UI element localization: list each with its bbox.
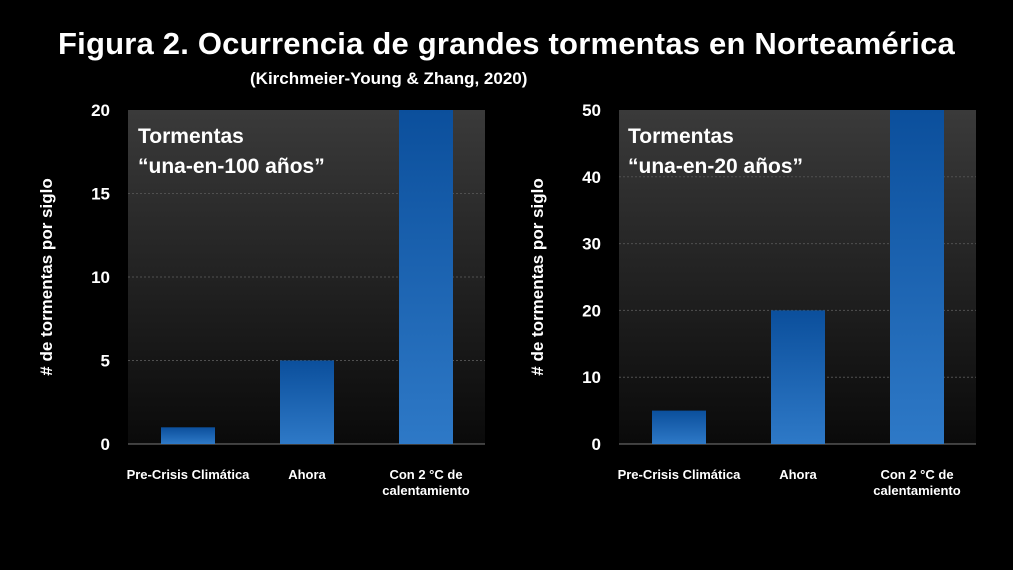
y-tick-label: 20 (91, 101, 110, 120)
panel-annotation: Tormentas “una-en-20 años” (628, 125, 803, 178)
y-tick-label: 40 (582, 168, 601, 187)
bar (771, 310, 825, 444)
y-tick-label: 10 (582, 368, 601, 387)
y-tick-label: 0 (101, 435, 110, 454)
figure-title: Figura 2. Ocurrencia de grandes tormenta… (58, 26, 955, 61)
bar (890, 110, 944, 444)
y-axis-label: # de tormentas por siglo (528, 178, 547, 375)
x-category-label: Ahora (779, 467, 817, 482)
bar (399, 110, 453, 444)
x-category-label: Con 2 °C de calentamiento (873, 467, 960, 498)
x-category-label: Pre-Crisis Climática (127, 467, 251, 482)
bar (652, 410, 706, 444)
y-tick-label: 15 (91, 185, 110, 204)
y-tick-label: 30 (582, 235, 601, 254)
figure-subtitle: (Kirchmeier-Young & Zhang, 2020) (250, 69, 528, 88)
y-tick-label: 0 (592, 435, 601, 454)
y-tick-label: 20 (582, 301, 601, 320)
x-category-label: Pre-Crisis Climática (618, 467, 742, 482)
x-category-label: Ahora (288, 467, 326, 482)
y-tick-label: 5 (101, 352, 110, 371)
bar (161, 427, 215, 444)
y-tick-label: 10 (91, 268, 110, 287)
bar (280, 360, 334, 444)
x-category-label: Con 2 °C de calentamiento (382, 467, 469, 498)
panel-annotation: Tormentas “una-en-100 años” (138, 125, 325, 178)
y-tick-label: 50 (582, 101, 601, 120)
y-axis-label: # de tormentas por siglo (37, 178, 56, 375)
